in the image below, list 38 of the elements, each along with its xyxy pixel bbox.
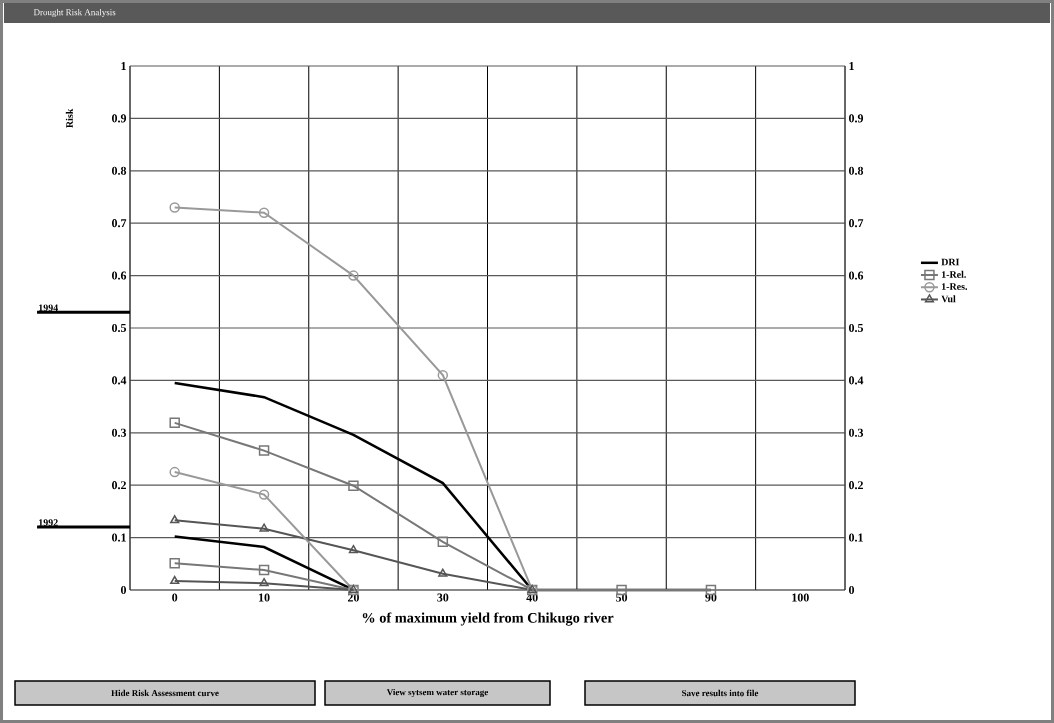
y-tick-label: 0.7 <box>112 219 127 228</box>
y-tick-label: 0 <box>120 585 127 595</box>
x-tick-label: 30 <box>437 593 449 602</box>
y2-tick-label: 0 <box>848 585 855 595</box>
y2-tick-label: 1 <box>849 62 854 70</box>
y2-tick-label: 0.2 <box>848 481 863 490</box>
y-tick-label: 0.5 <box>112 323 127 333</box>
y2-tick-label: 0.9 <box>848 114 864 123</box>
y-tick-label: 0.1 <box>112 533 126 542</box>
y-axis-title: Risk <box>65 108 73 128</box>
y-tick-label: 0.3 <box>112 428 127 437</box>
y2-tick-label: 0.5 <box>848 323 864 333</box>
y-tick-label: 0.6 <box>112 271 127 280</box>
y2-tick-label: 0.4 <box>848 376 864 385</box>
chart-title: Drought Risk Analysis <box>33 8 116 18</box>
y-tick-label: 1 <box>121 62 126 70</box>
y-tick-label: 0.8 <box>112 166 127 175</box>
legend-label: 1-Res. <box>941 283 968 290</box>
y2-tick-label: 0.3 <box>848 428 864 437</box>
y-tick-label: 0.4 <box>112 376 127 385</box>
y-tick-label: 0.2 <box>112 481 126 490</box>
y2-tick-label: 0.8 <box>848 166 864 175</box>
text: Save results into file <box>682 689 759 697</box>
x-tick-label: 10 <box>259 593 270 602</box>
legend-label: DRI <box>941 258 960 266</box>
text: 1992 <box>39 519 58 526</box>
text: 1994 <box>39 304 58 312</box>
x-axis-title: % of maximum yield from Chikugo river <box>362 612 614 626</box>
legend-label: 1-Rel. <box>941 270 966 278</box>
text: View sytsem water storage <box>386 688 489 698</box>
text: Hide Risk Assessment curve <box>111 689 219 697</box>
legend-label: Vul <box>941 295 956 303</box>
x-tick-label: 100 <box>792 593 809 602</box>
y2-tick-label: 0.7 <box>848 219 864 228</box>
x-tick-label: 0 <box>172 593 178 602</box>
y2-tick-label: 0.6 <box>848 271 864 280</box>
y-tick-label: 0.9 <box>112 114 127 123</box>
y2-tick-label: 0.1 <box>848 533 863 542</box>
